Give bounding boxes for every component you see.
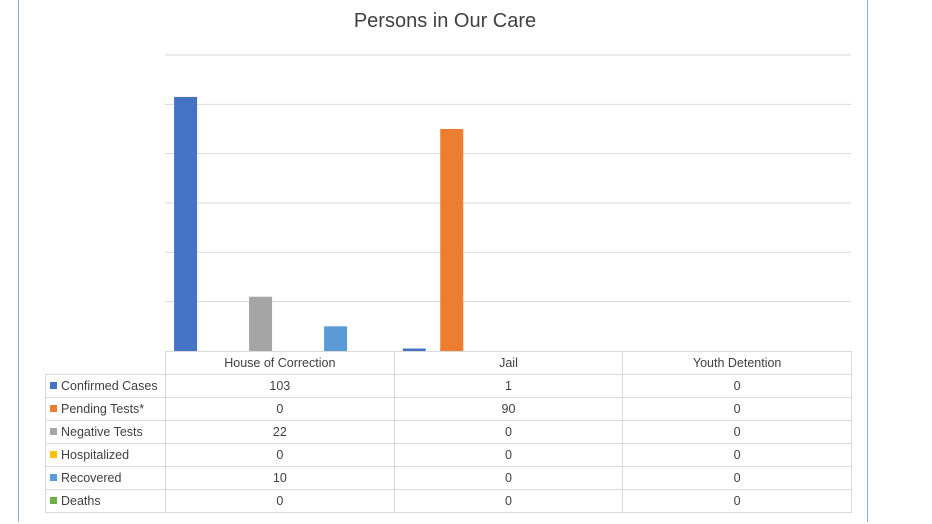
legend-key [50, 428, 57, 435]
series-label: Negative Tests [45, 420, 166, 444]
data-value: 0 [393, 466, 624, 490]
data-value: 22 [165, 420, 395, 444]
table-row: Hospitalized 0 0 0 [45, 443, 852, 467]
legend-key [50, 382, 57, 389]
bar-recovered-house-of-correction [324, 326, 348, 351]
data-value: 0 [393, 420, 624, 444]
bar-negative-tests-house-of-correction [249, 296, 273, 351]
series-label: Deaths [45, 489, 166, 513]
category-label: Jail [393, 351, 624, 375]
data-value: 10 [165, 466, 395, 490]
table-row: Confirmed Cases 103 1 0 [45, 374, 852, 398]
series-label: Hospitalized [45, 443, 166, 467]
legend-key [50, 474, 57, 481]
data-value: 0 [622, 374, 852, 398]
category-label: House of Correction [165, 351, 395, 375]
data-value: 0 [393, 489, 624, 513]
bar-pending-tests-jail [440, 129, 464, 351]
series-label: Pending Tests* [45, 397, 166, 421]
data-value: 0 [165, 397, 395, 421]
data-value: 103 [165, 374, 395, 398]
category-label: Youth Detention [622, 351, 852, 375]
table-row: Deaths 0 0 0 [45, 489, 852, 513]
data-value: 0 [622, 443, 852, 467]
data-table-corner [45, 351, 166, 375]
data-value: 0 [622, 397, 852, 421]
data-value: 90 [393, 397, 624, 421]
data-value: 0 [393, 443, 624, 467]
chart-title: Persons in Our Care [353, 10, 537, 32]
data-value: 1 [393, 374, 624, 398]
series-label: Recovered [45, 466, 166, 490]
legend-key [50, 451, 57, 458]
data-value: 0 [622, 466, 852, 490]
table-row: Negative Tests 22 0 0 [45, 420, 852, 444]
data-table: House of Correction Jail Youth Detention C… [45, 351, 852, 513]
table-row: Pending Tests* 0 90 0 [45, 397, 852, 421]
bar-confirmed-cases-jail [402, 348, 426, 351]
data-value: 0 [622, 420, 852, 444]
bar-confirmed-cases-house-of-correction [174, 96, 198, 351]
data-value: 0 [165, 443, 395, 467]
legend-key [50, 497, 57, 504]
legend-key [50, 405, 57, 412]
table-row: Recovered 10 0 0 [45, 466, 852, 490]
series-label: Confirmed Cases [45, 374, 166, 398]
data-value: 0 [622, 489, 852, 513]
data-value: 0 [165, 489, 395, 513]
